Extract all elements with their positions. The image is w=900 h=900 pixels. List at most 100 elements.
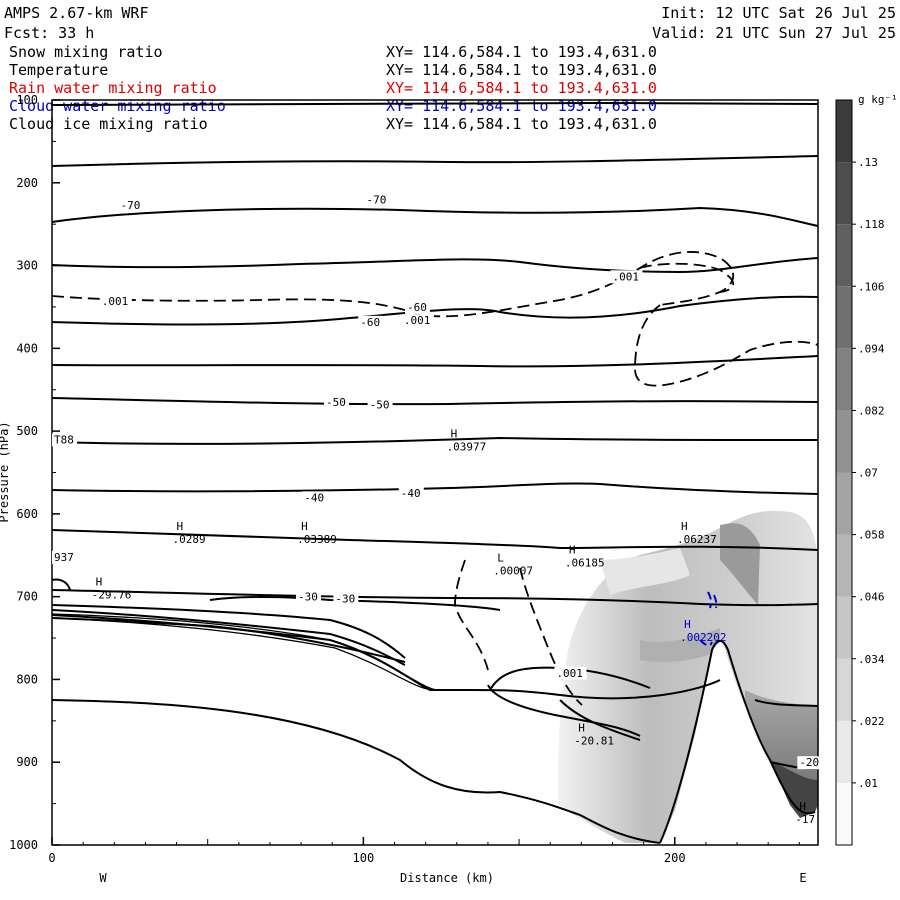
extremum-value: -29.76 [92, 589, 132, 602]
extremum-value: .06185 [565, 556, 605, 569]
colorbar-level: .058 [858, 529, 885, 542]
forecast-hour: Fcst: 33 h [4, 24, 94, 42]
colorbar-bin [836, 472, 852, 535]
snow-label: .001 [556, 667, 583, 680]
colorbar-bin [836, 224, 852, 287]
cloud-water-contour [713, 594, 718, 609]
x-tick-label: 100 [353, 851, 375, 865]
y-tick-label: 800 [16, 672, 38, 686]
colorbar-bin [836, 596, 852, 659]
edge-label-bg [52, 433, 77, 447]
extremum-mark: H [569, 543, 576, 556]
contour-labels: -70 -70 -60 -60 -50 -50 -40 -40 -30 -30 -20 .001 .00… [52, 193, 823, 826]
x-tick-label: 200 [664, 851, 686, 865]
y-tick-label: 400 [16, 341, 38, 355]
field-xy-range: XY= 114.6,584.1 to 193.4,631.0 [386, 43, 657, 61]
extremum-mark: H [681, 520, 688, 533]
west-label: W [99, 871, 107, 885]
isotherm-line [52, 482, 818, 495]
extremum-value: .03389 [297, 533, 337, 546]
edge-label-bg [52, 550, 77, 564]
isotherm-label-bg [118, 199, 144, 213]
extremum-mark: H [451, 427, 458, 440]
isotherm-label-bg [367, 398, 393, 412]
snow-contour [634, 304, 818, 387]
colorbar-bin [836, 286, 852, 349]
extremum-mark: H [684, 618, 691, 631]
y-tick-label: 100 [16, 93, 38, 107]
y-tick-label: 300 [16, 259, 38, 273]
extremum-value: .03977 [447, 440, 487, 453]
colorbar-unit: g kg⁻¹ [858, 93, 898, 106]
field-list: Snow mixing ratio XY= 114.6,584.1 to 193.… [9, 43, 657, 133]
isotherm-label-bg [295, 590, 321, 604]
colorbar-level: .022 [858, 715, 885, 728]
isotherm-label-bg [797, 756, 823, 770]
field-name: Cloud ice mixing ratio [9, 115, 208, 133]
colorbar-level: .01 [858, 777, 878, 790]
init-time: Init: 12 UTC Sat 26 Jul 25 [661, 4, 896, 22]
field-name: Snow mixing ratio [9, 43, 163, 61]
colorbar-bin [836, 162, 852, 225]
isotherm-line [659, 640, 816, 844]
field-xy-range: XY= 114.6,584.1 to 193.4,631.0 [386, 97, 657, 115]
extremum-mark: H [96, 576, 103, 589]
y-tick-label: 900 [16, 755, 38, 769]
terrain-contour [52, 617, 436, 691]
y-tick-label: 500 [16, 424, 38, 438]
snow-label-bg [554, 666, 587, 680]
y-tick-label: 600 [16, 507, 38, 521]
colorbar-level: .106 [858, 280, 885, 293]
edge-label: 937 [54, 551, 74, 564]
snow-label: .001 [102, 295, 129, 308]
y-tick-label: 200 [16, 176, 38, 190]
isotherm-line [52, 355, 818, 368]
model-title: AMPS 2.67-km WRF [4, 4, 149, 22]
extremum-mark: H [301, 520, 308, 533]
isotherm-line [52, 257, 818, 274]
isotherm-line [52, 295, 818, 326]
field-xy-range: XY= 114.6,584.1 to 193.4,631.0 [386, 61, 657, 79]
isotherm-line [52, 397, 818, 406]
x-tick-label: 0 [48, 851, 55, 865]
isotherm-label: -60 [360, 316, 380, 329]
x-axis-label: Distance (km) [400, 871, 494, 885]
snow-label: .001 [404, 314, 431, 327]
colorbar-bin [836, 100, 852, 163]
isotherm-label: -50 [326, 396, 346, 409]
colorbar-level: .094 [858, 342, 885, 355]
snow-label-bg [401, 314, 434, 328]
colorbar-level: .082 [858, 404, 885, 417]
isotherm-label: -70 [366, 193, 386, 206]
isotherm-label: -40 [401, 487, 421, 500]
isotherm-line [52, 604, 406, 659]
snow-label: .001 [612, 270, 639, 283]
colorbar-bin [836, 658, 852, 721]
isotherm-line [52, 206, 818, 227]
temperature-contours [52, 101, 818, 844]
isotherm-line [52, 609, 406, 666]
isotherm-label-bg [404, 300, 430, 314]
extremum-mark: H [578, 721, 585, 734]
isotherm-line [754, 699, 818, 707]
extremum-value: -17 [795, 813, 815, 826]
field-name: Cloud water mixing ratio [9, 97, 226, 115]
extremum-mark: H [177, 520, 184, 533]
colorbar-level: .07 [858, 467, 878, 480]
field-xy-range: XY= 114.6,584.1 to 193.4,631.0 [386, 79, 657, 97]
snow-contour [519, 567, 583, 706]
field-name: Temperature [9, 61, 108, 79]
extremum-value: .06237 [677, 533, 717, 546]
isotherm-line [559, 699, 641, 741]
y-axis: 100 200 300 400 500 600 700 800 900 1000 [9, 93, 60, 852]
field-xy-range: XY= 114.6,584.1 to 193.4,631.0 [386, 115, 657, 133]
edge-label: T88 [54, 433, 74, 446]
snow-label-bg [610, 270, 643, 284]
isotherm-line [52, 529, 818, 551]
colorbar-level: .118 [858, 218, 885, 231]
east-label: E [799, 871, 806, 885]
y-tick-label: 700 [16, 590, 38, 604]
isotherm-line [52, 589, 818, 607]
colorbar-bin [836, 782, 852, 845]
